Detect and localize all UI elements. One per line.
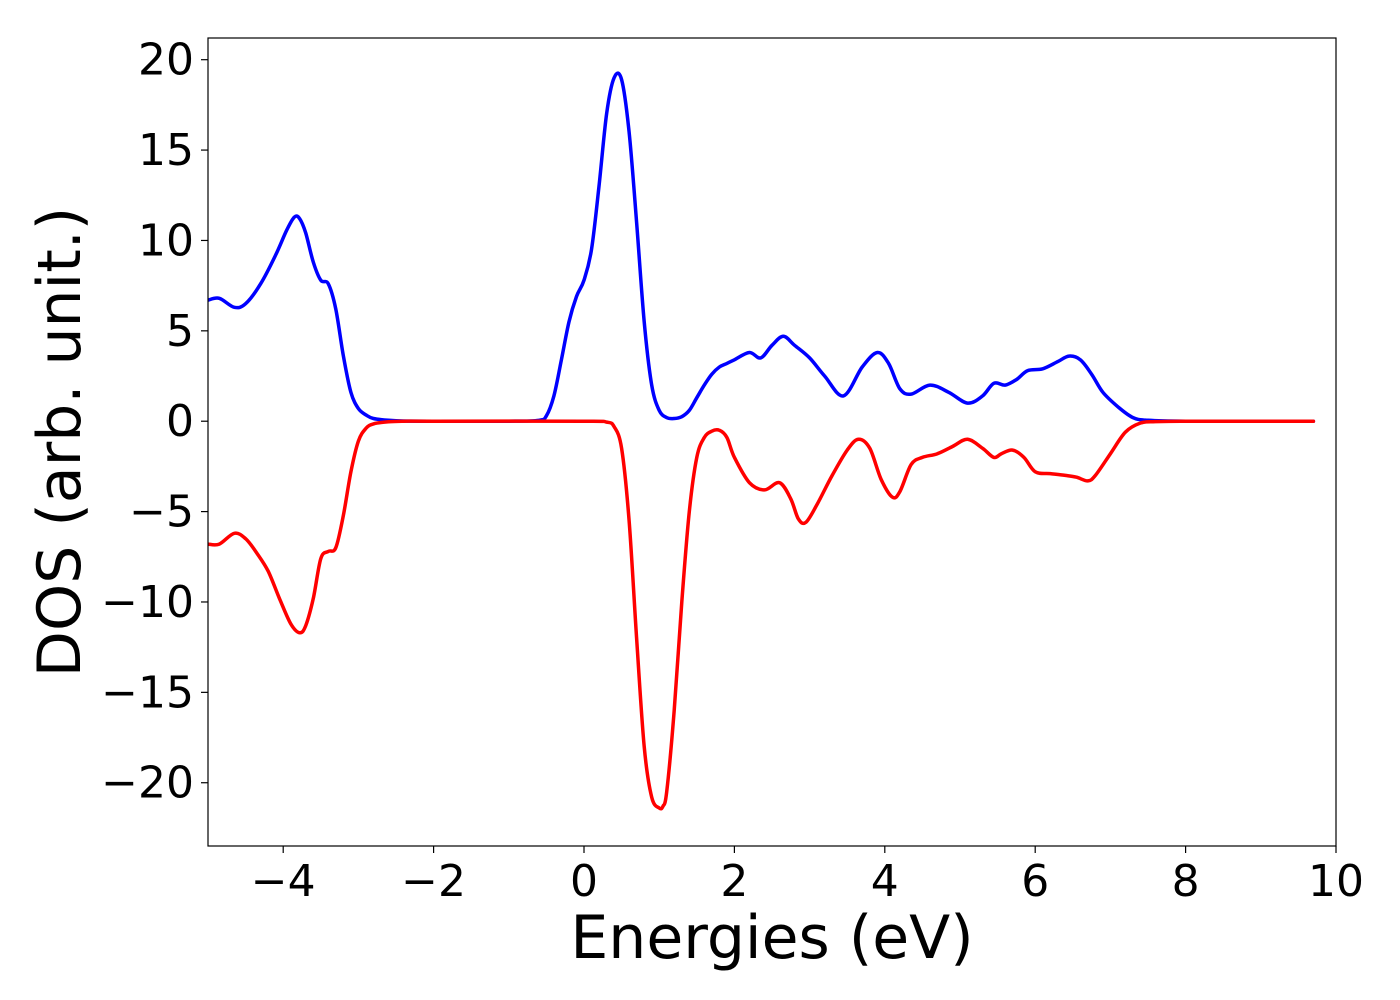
y-tick-label: 20	[138, 35, 194, 86]
x-tick-label: −4	[251, 856, 316, 907]
series-line-spin-down	[208, 419, 1316, 811]
x-tick-label: 10	[1308, 856, 1364, 907]
x-tick-label: 8	[1172, 856, 1200, 907]
x-axis-label: Energies (eV)	[570, 903, 973, 973]
y-tick-label: −5	[129, 487, 194, 538]
series-line-spin-up	[208, 71, 1316, 424]
y-tick-label: −10	[101, 577, 194, 628]
y-tick-label: −15	[101, 667, 194, 718]
x-tick-label: 0	[570, 856, 598, 907]
x-tick-label: −2	[401, 856, 466, 907]
y-tick-label: 5	[166, 306, 194, 357]
x-tick-label: 2	[720, 856, 748, 907]
y-tick-label: −20	[101, 758, 194, 809]
y-tick-label: 0	[166, 396, 194, 447]
x-tick-label: 4	[871, 856, 899, 907]
x-tick-label: 6	[1021, 856, 1049, 907]
plot-frame	[207, 37, 1337, 847]
series-layer	[208, 71, 1316, 811]
y-tick-label: 10	[138, 215, 194, 266]
y-axis-label: DOS (arb. unit.)	[25, 207, 95, 677]
y-tick-label: 15	[138, 125, 194, 176]
